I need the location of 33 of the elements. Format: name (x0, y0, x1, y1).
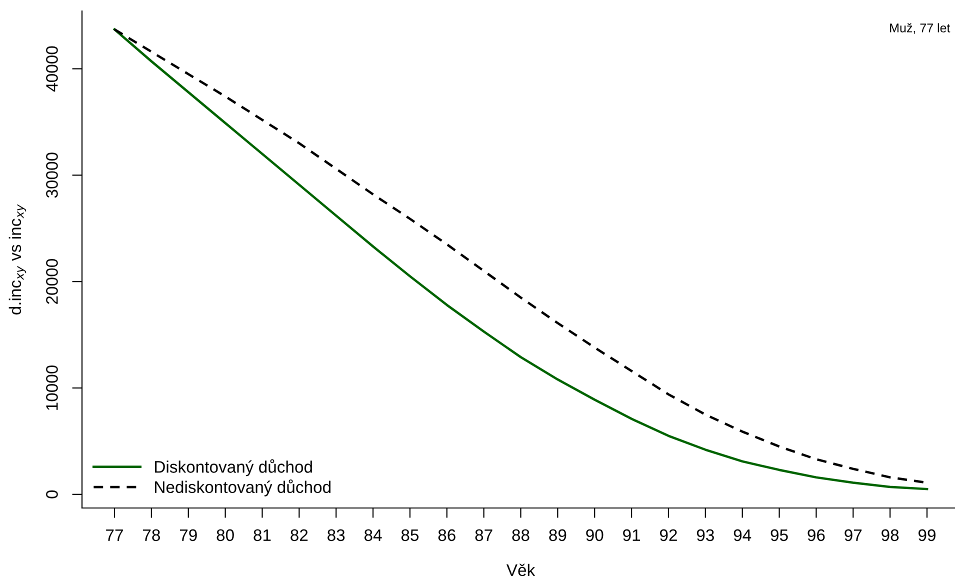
x-axis-title: Věk (506, 564, 536, 576)
x-tick-label: 89 (549, 529, 566, 542)
x-tick-label: 98 (882, 529, 899, 542)
x-tick-label: 86 (438, 529, 456, 542)
x-tick-label: 78 (143, 529, 160, 542)
y-tick-label: 40000 (46, 46, 58, 92)
y-tick-label: 20000 (46, 259, 58, 304)
x-tick-label: 94 (734, 529, 752, 542)
y-tick-label: 10000 (46, 365, 58, 410)
x-tick-label: 92 (660, 529, 677, 542)
x-tick-label: 93 (696, 529, 714, 542)
x-tick-label: 81 (254, 529, 271, 542)
legend-label: Nediskontovaný důchod (155, 479, 330, 496)
x-tick-label: 88 (512, 529, 530, 542)
x-tick-label: 90 (586, 529, 604, 542)
x-tick-label: 99 (918, 529, 936, 542)
x-tick-label: 77 (106, 529, 123, 541)
x-tick-label: 96 (808, 529, 825, 542)
x-tick-label: 83 (328, 529, 345, 542)
y-tick-label: 0 (46, 490, 58, 498)
x-tick-label: 84 (364, 529, 382, 542)
y-axis-title: d.inc$_{xy}$ vs inc$_{xy}$ (8, 204, 26, 314)
x-tick-label: 95 (770, 529, 788, 542)
y-tick-label: 30000 (46, 152, 58, 198)
x-tick-label: 85 (401, 529, 419, 542)
legend-label: Diskontovaný důchod (155, 459, 312, 476)
x-tick-label: 91 (623, 529, 640, 542)
x-tick-label: 97 (844, 529, 862, 542)
x-tick-label: 79 (180, 529, 197, 542)
annotation: Muž, 77 let (890, 23, 950, 34)
x-tick-label: 82 (290, 529, 308, 542)
x-tick-label: 80 (216, 529, 234, 542)
x-tick-label: 87 (475, 529, 492, 542)
